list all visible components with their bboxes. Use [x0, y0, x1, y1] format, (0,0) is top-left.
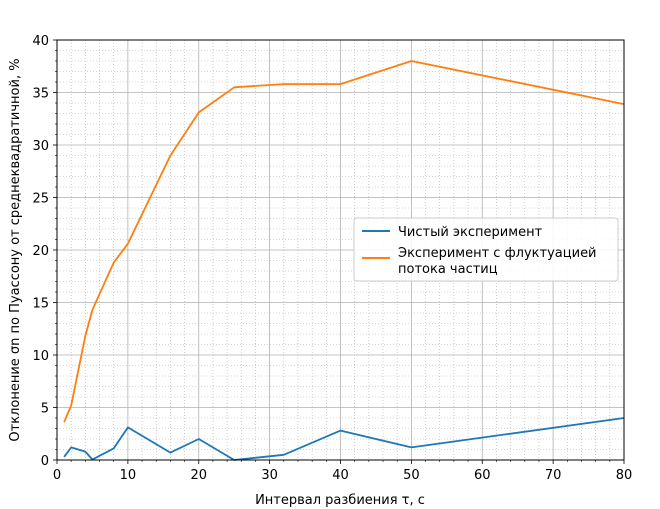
x-tick-label: 20	[190, 468, 207, 483]
y-tick-label: 30	[32, 139, 49, 154]
x-tick-label: 80	[616, 468, 633, 483]
x-axis-label: Интервал разбиения τ, с	[255, 493, 425, 508]
y-tick-label: 25	[32, 192, 49, 207]
x-tick-label: 10	[120, 468, 137, 483]
x-tick-label: 70	[545, 468, 562, 483]
y-axis-label: Отклонение σn по Пуассону от среднеквадр…	[8, 58, 23, 441]
series-layer	[63, 60, 625, 461]
x-tick-label: 60	[474, 468, 491, 483]
series-line-1	[63, 60, 625, 423]
legend-label-fluctuation-line1: Эксперимент с флуктуацией	[398, 246, 597, 261]
y-tick-label: 40	[32, 34, 49, 49]
legend-label-clean: Чистый эксперимент	[398, 225, 543, 240]
tick-labels: 0 10 20 30 40 50 60 70 80 0 5 10 15 20 25 30 35 40	[32, 34, 632, 483]
y-tick-label: 0	[41, 454, 49, 469]
axis-ticks	[53, 39, 625, 464]
y-tick-label: 20	[32, 244, 49, 259]
y-tick-label: 15	[32, 297, 49, 312]
legend-label-fluctuation-line2: потока частиц	[398, 262, 498, 277]
x-tick-label: 50	[403, 468, 420, 483]
x-tick-label: 0	[53, 468, 61, 483]
x-tick-label: 30	[261, 468, 278, 483]
x-tick-label: 40	[332, 468, 349, 483]
y-tick-label: 35	[32, 87, 49, 102]
series-line-0	[63, 417, 625, 461]
y-tick-label: 10	[32, 349, 49, 364]
legend-box	[353, 217, 619, 282]
y-tick-label: 5	[41, 402, 49, 417]
legend: Чистый эксперимент Эксперимент с флуктуа…	[353, 217, 619, 282]
